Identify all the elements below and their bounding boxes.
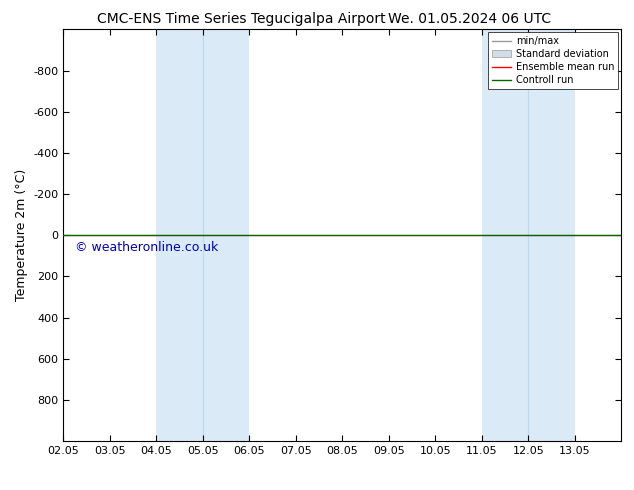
Text: We. 01.05.2024 06 UTC: We. 01.05.2024 06 UTC — [387, 12, 551, 26]
Bar — [157, 29, 249, 441]
Text: © weatheronline.co.uk: © weatheronline.co.uk — [75, 242, 218, 254]
Text: CMC-ENS Time Series Tegucigalpa Airport: CMC-ENS Time Series Tegucigalpa Airport — [96, 12, 385, 26]
Bar — [482, 29, 575, 441]
Legend: min/max, Standard deviation, Ensemble mean run, Controll run: min/max, Standard deviation, Ensemble me… — [488, 32, 618, 89]
Y-axis label: Temperature 2m (°C): Temperature 2m (°C) — [15, 169, 28, 301]
